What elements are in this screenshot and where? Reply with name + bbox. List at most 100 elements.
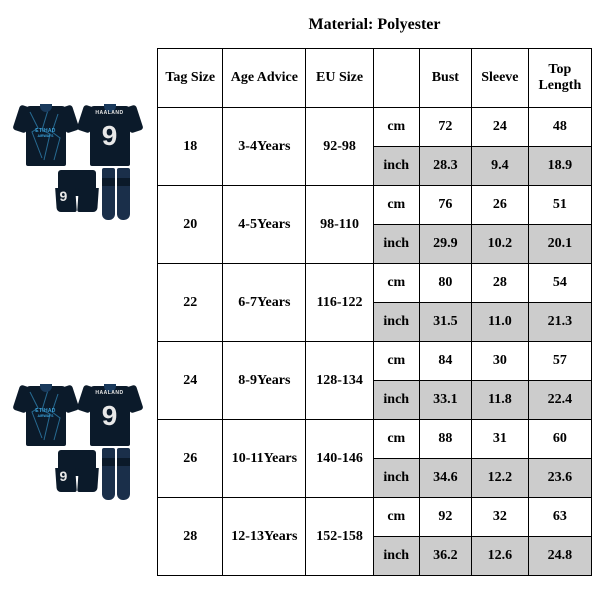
- cell-sleeve-cm: 28: [472, 264, 529, 303]
- cell-age: 6-7Years: [223, 264, 306, 342]
- col-age-advice: Age Advice: [223, 49, 306, 108]
- cell-sleeve-cm: 26: [472, 186, 529, 225]
- cell-unit-inch: inch: [373, 303, 419, 342]
- cell-age: 12-13Years: [223, 498, 306, 576]
- cell-eu: 92-98: [306, 108, 374, 186]
- table-row: 248-9Years128-134cm843057: [158, 342, 592, 381]
- cell-bust-inch: 28.3: [419, 147, 471, 186]
- cell-unit-inch: inch: [373, 147, 419, 186]
- col-tag-size: Tag Size: [158, 49, 223, 108]
- cell-sleeve-inch: 10.2: [472, 225, 529, 264]
- player-number: 9: [80, 120, 140, 152]
- cell-top-cm: 48: [528, 108, 591, 147]
- cell-eu: 116-122: [306, 264, 374, 342]
- cell-sleeve-inch: 9.4: [472, 147, 529, 186]
- cell-sleeve-inch: 12.6: [472, 537, 529, 576]
- cell-tag: 22: [158, 264, 223, 342]
- cell-bust-cm: 72: [419, 108, 471, 147]
- cell-sleeve-cm: 30: [472, 342, 529, 381]
- cell-bust-inch: 33.1: [419, 381, 471, 420]
- cell-sleeve-inch: 11.8: [472, 381, 529, 420]
- cell-unit-cm: cm: [373, 108, 419, 147]
- socks-icon: [102, 448, 132, 504]
- cell-bust-inch: 34.6: [419, 459, 471, 498]
- cell-age: 4-5Years: [223, 186, 306, 264]
- table-row: 226-7Years116-122cm802854: [158, 264, 592, 303]
- cell-bust-inch: 31.5: [419, 303, 471, 342]
- jersey-back-icon: HAALAND 9: [80, 376, 140, 448]
- cell-top-inch: 18.9: [528, 147, 591, 186]
- material-value: Polyester: [377, 16, 440, 33]
- cell-eu: 128-134: [306, 342, 374, 420]
- cell-sleeve-inch: 11.0: [472, 303, 529, 342]
- cell-age: 3-4Years: [223, 108, 306, 186]
- player-name: HAALAND: [80, 390, 140, 396]
- shorts-icon: 9: [54, 168, 100, 216]
- table-row: 183-4Years92-98cm722448: [158, 108, 592, 147]
- cell-bust-cm: 76: [419, 186, 471, 225]
- cell-unit-cm: cm: [373, 498, 419, 537]
- cell-top-cm: 54: [528, 264, 591, 303]
- product-image-1: ETIHAD AIRWAYS HAALAND 9 9: [0, 35, 155, 285]
- cell-bust-inch: 36.2: [419, 537, 471, 576]
- shorts-number: 9: [60, 188, 68, 204]
- cell-unit-inch: inch: [373, 225, 419, 264]
- player-name: HAALAND: [80, 110, 140, 116]
- jersey-front-icon: ETIHAD AIRWAYS: [16, 376, 76, 448]
- cell-unit-cm: cm: [373, 264, 419, 303]
- cell-bust-cm: 92: [419, 498, 471, 537]
- cell-eu: 98-110: [306, 186, 374, 264]
- cell-age: 10-11Years: [223, 420, 306, 498]
- cell-top-inch: 22.4: [528, 381, 591, 420]
- cell-eu: 140-146: [306, 420, 374, 498]
- product-images-column: ETIHAD AIRWAYS HAALAND 9 9: [0, 0, 155, 600]
- col-unit: [373, 49, 419, 108]
- cell-unit-cm: cm: [373, 342, 419, 381]
- cell-top-inch: 24.8: [528, 537, 591, 576]
- material-heading: Material: Polyester: [157, 8, 592, 48]
- player-number: 9: [80, 400, 140, 432]
- sponsor-subtext: AIRWAYS: [16, 134, 76, 138]
- size-table: Tag Size Age Advice EU Size Bust Sleeve …: [157, 48, 592, 576]
- cell-top-inch: 20.1: [528, 225, 591, 264]
- material-label: Material:: [309, 16, 374, 33]
- cell-bust-cm: 80: [419, 264, 471, 303]
- cell-tag: 26: [158, 420, 223, 498]
- product-image-2: ETIHAD AIRWAYS HAALAND 9 9: [0, 315, 155, 565]
- cell-sleeve-cm: 31: [472, 420, 529, 459]
- col-eu-size: EU Size: [306, 49, 374, 108]
- cell-unit-cm: cm: [373, 186, 419, 225]
- table-row: 2812-13Years152-158cm923263: [158, 498, 592, 537]
- size-table-header-row: Tag Size Age Advice EU Size Bust Sleeve …: [158, 49, 592, 108]
- cell-bust-cm: 84: [419, 342, 471, 381]
- socks-icon: [102, 168, 132, 224]
- cell-top-cm: 57: [528, 342, 591, 381]
- size-table-body: 183-4Years92-98cm722448inch28.39.418.920…: [158, 108, 592, 576]
- cell-tag: 24: [158, 342, 223, 420]
- col-top-length: Top Length: [528, 49, 591, 108]
- cell-unit-inch: inch: [373, 537, 419, 576]
- cell-tag: 18: [158, 108, 223, 186]
- shorts-number: 9: [60, 468, 68, 484]
- cell-age: 8-9Years: [223, 342, 306, 420]
- jersey-back-icon: HAALAND 9: [80, 96, 140, 168]
- cell-tag: 20: [158, 186, 223, 264]
- cell-top-cm: 60: [528, 420, 591, 459]
- cell-sleeve-cm: 24: [472, 108, 529, 147]
- cell-top-cm: 63: [528, 498, 591, 537]
- cell-bust-inch: 29.9: [419, 225, 471, 264]
- sponsor-subtext: AIRWAYS: [16, 414, 76, 418]
- cell-unit-inch: inch: [373, 381, 419, 420]
- col-sleeve: Sleeve: [472, 49, 529, 108]
- jersey-front-icon: ETIHAD AIRWAYS: [16, 96, 76, 168]
- shorts-icon: 9: [54, 448, 100, 496]
- table-row: 204-5Years98-110cm762651: [158, 186, 592, 225]
- cell-tag: 28: [158, 498, 223, 576]
- cell-unit-cm: cm: [373, 420, 419, 459]
- page: ETIHAD AIRWAYS HAALAND 9 9: [0, 0, 600, 600]
- cell-unit-inch: inch: [373, 459, 419, 498]
- cell-bust-cm: 88: [419, 420, 471, 459]
- cell-top-cm: 51: [528, 186, 591, 225]
- cell-top-inch: 21.3: [528, 303, 591, 342]
- cell-top-inch: 23.6: [528, 459, 591, 498]
